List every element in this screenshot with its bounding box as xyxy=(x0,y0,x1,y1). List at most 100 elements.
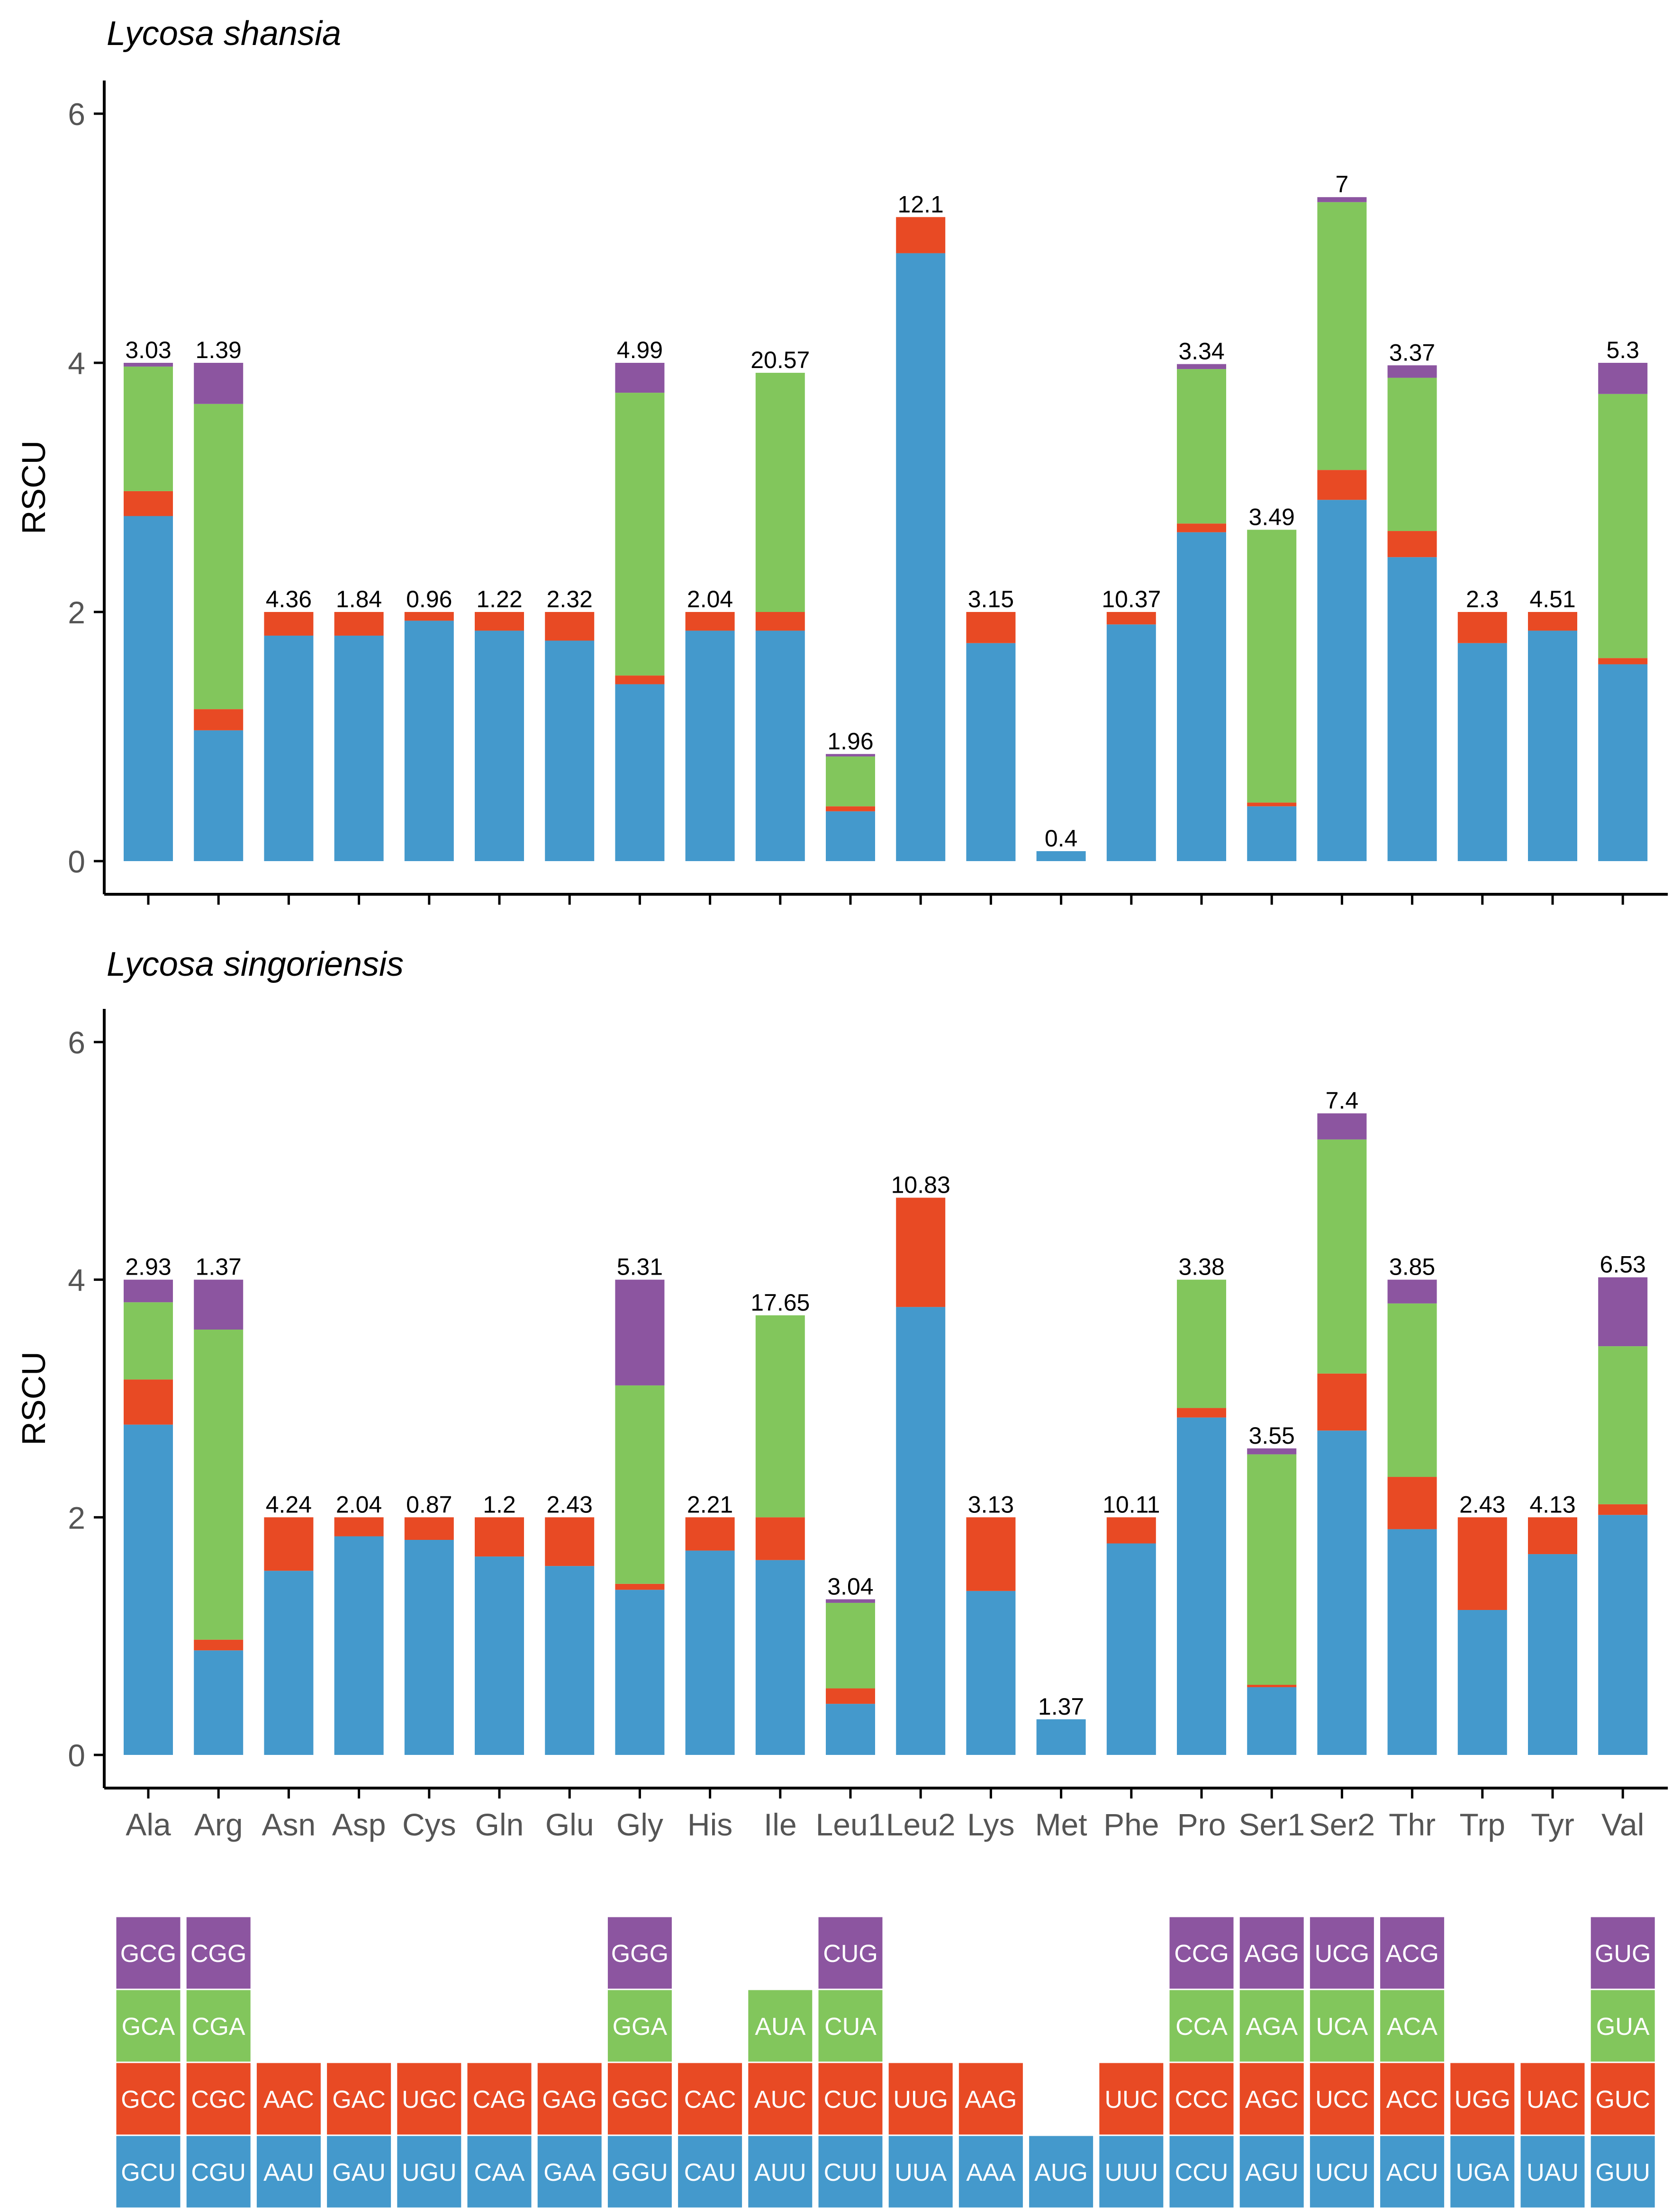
chart-title: Lycosa singoriensis xyxy=(107,945,404,983)
codon-label: ACU xyxy=(1386,2159,1438,2186)
data-label-glu: 2.32 xyxy=(547,586,593,612)
data-label-leu2: 12.1 xyxy=(898,191,944,217)
codon-cell xyxy=(957,2061,1024,2136)
y-axis-label: RSCU xyxy=(15,441,52,534)
y-tick-label: 0 xyxy=(68,1738,85,1773)
bar-glu-codon-1 xyxy=(545,640,595,861)
bar-asn-codon-1 xyxy=(264,635,314,861)
codon-cell xyxy=(887,2134,954,2209)
data-label-met: 0.4 xyxy=(1045,825,1078,852)
bar-arg-codon-3 xyxy=(194,1330,244,1640)
codon-label: CAU xyxy=(684,2159,736,2186)
bar-leu1-codon-4 xyxy=(826,1599,875,1603)
bar-gly-codon-1 xyxy=(615,684,665,861)
bar-val-codon-4 xyxy=(1598,1277,1648,1347)
codon-cell xyxy=(1589,1915,1656,1990)
data-label-pro: 3.34 xyxy=(1178,338,1224,365)
codon-cell xyxy=(1028,2134,1095,2209)
y-axis-label: RSCU xyxy=(15,1351,52,1445)
codon-cell xyxy=(606,2134,673,2209)
codon-cell xyxy=(1449,2061,1516,2136)
x-tick-label-trp: Trp xyxy=(1460,1807,1506,1842)
codon-cell xyxy=(1449,2134,1516,2209)
bar-leu2-codon-1 xyxy=(896,1307,946,1755)
x-tick-label-ala: Ala xyxy=(126,1807,171,1842)
codon-cell xyxy=(466,2134,533,2209)
bar-ser2-codon-3 xyxy=(1317,202,1367,470)
codon-label: GCC xyxy=(121,2086,176,2113)
codon-cell xyxy=(817,1915,884,1990)
bar-ile-codon-3 xyxy=(755,1315,805,1518)
codon-label: UGG xyxy=(1455,2086,1510,2113)
x-tick-label-leu2: Leu2 xyxy=(886,1807,956,1842)
codon-cell xyxy=(1308,1988,1375,2063)
codon-cell xyxy=(817,2134,884,2209)
codon-cell xyxy=(466,2061,533,2136)
y-tick-label: 6 xyxy=(68,1025,85,1060)
codon-label: AGA xyxy=(1246,2013,1298,2041)
data-label-asn: 4.36 xyxy=(266,586,312,612)
data-label-gln: 1.2 xyxy=(483,1491,516,1518)
x-tick-label-ile: Ile xyxy=(764,1807,797,1842)
bar-lys-codon-1 xyxy=(966,643,1016,861)
y-tick-label: 2 xyxy=(68,1500,85,1535)
bar-his-codon-1 xyxy=(685,1550,735,1755)
data-label-leu1: 3.04 xyxy=(827,1573,873,1600)
codon-cell xyxy=(1589,1988,1656,2063)
data-label-his: 2.21 xyxy=(687,1491,733,1518)
bar-ser2-codon-4 xyxy=(1317,1113,1367,1140)
codon-cell xyxy=(1379,1988,1446,2063)
data-label-leu1: 1.96 xyxy=(827,728,873,755)
x-tick-label-ser2: Ser2 xyxy=(1309,1807,1375,1842)
bar-phe-codon-2 xyxy=(1106,1517,1156,1544)
data-label-tyr: 4.51 xyxy=(1529,586,1575,612)
bar-phe-codon-2 xyxy=(1106,612,1156,625)
codon-cell xyxy=(747,2134,814,2209)
codon-cell xyxy=(747,1988,814,2063)
codon-label: CUG xyxy=(823,1940,878,1968)
bar-ala-codon-3 xyxy=(124,366,173,491)
data-label-ile: 20.57 xyxy=(750,347,810,373)
bar-leu1-codon-1 xyxy=(826,811,875,861)
codon-label: CUA xyxy=(824,2013,877,2041)
bar-ser2-codon-4 xyxy=(1317,197,1367,202)
bar-arg-codon-3 xyxy=(194,404,244,710)
bar-gly-codon-1 xyxy=(615,1590,665,1755)
bar-trp-codon-1 xyxy=(1457,1610,1507,1755)
codon-label: AUU xyxy=(754,2159,806,2186)
bar-pro-codon-2 xyxy=(1177,1408,1226,1418)
bar-arg-codon-2 xyxy=(194,709,244,730)
data-label-phe: 10.11 xyxy=(1103,1491,1160,1518)
x-tick-label-arg: Arg xyxy=(194,1807,243,1842)
codon-cell xyxy=(1379,2061,1446,2136)
codon-cell xyxy=(887,2061,954,2136)
bar-asp-codon-1 xyxy=(334,1536,384,1755)
x-tick-label-asp: Asp xyxy=(332,1807,386,1842)
bar-met-codon-1 xyxy=(1036,1719,1086,1755)
bar-his-codon-2 xyxy=(685,612,735,631)
codon-label: CCC xyxy=(1175,2086,1229,2113)
bar-gln-codon-2 xyxy=(475,1517,524,1557)
bar-trp-codon-2 xyxy=(1457,612,1507,643)
bar-asn-codon-2 xyxy=(264,1517,314,1571)
bar-cys-codon-1 xyxy=(404,620,454,861)
codon-label: AGG xyxy=(1244,1940,1299,1968)
bar-val-codon-4 xyxy=(1598,363,1648,394)
bar-arg-codon-1 xyxy=(194,730,244,861)
codon-label: GUA xyxy=(1596,2013,1650,2041)
x-tick-label-glu: Glu xyxy=(545,1807,594,1842)
data-label-asn: 4.24 xyxy=(266,1491,312,1518)
bar-thr-codon-3 xyxy=(1387,1303,1437,1477)
codon-cell xyxy=(1168,1988,1235,2063)
bar-leu2-codon-1 xyxy=(896,253,946,861)
bar-gly-codon-3 xyxy=(615,1385,665,1584)
x-tick-label-asn: Asn xyxy=(262,1807,316,1842)
bar-gly-codon-2 xyxy=(615,675,665,684)
codon-label: UAU xyxy=(1527,2159,1579,2186)
data-label-his: 2.04 xyxy=(687,586,733,612)
data-label-lys: 3.13 xyxy=(968,1491,1014,1518)
data-label-gly: 4.99 xyxy=(617,337,663,363)
y-tick-label: 0 xyxy=(68,844,85,879)
codon-label: GAU xyxy=(332,2159,386,2186)
